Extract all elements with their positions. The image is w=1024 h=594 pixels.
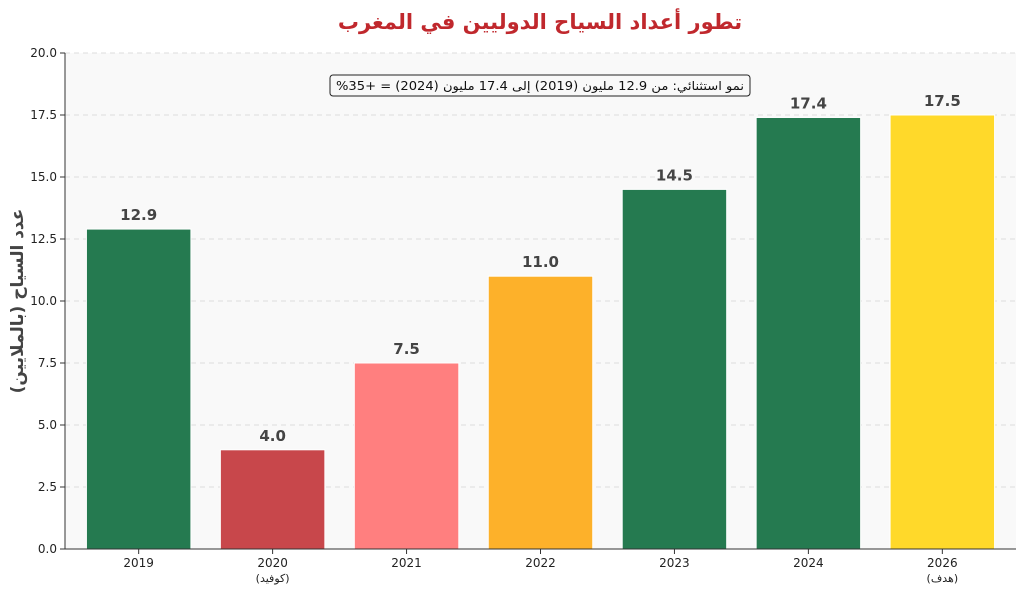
y-axis-label: عدد السياح (بالملايين) <box>8 209 28 394</box>
x-sublabel-2026: (هدف) <box>927 572 959 585</box>
chart-title: تطور أعداد السياح الدوليين في المغرب <box>338 7 742 34</box>
x-tick-label-2021: 2021 <box>391 556 422 570</box>
x-tick-label-2022: 2022 <box>525 556 556 570</box>
y-tick-label: 5.0 <box>38 418 57 432</box>
bar-2019 <box>85 228 192 550</box>
x-tick-label-2019: 2019 <box>123 556 154 570</box>
bar-2026 <box>889 114 996 550</box>
y-tick-label: 7.5 <box>38 356 57 370</box>
y-tick-label: 15.0 <box>30 170 57 184</box>
value-labels: 12.9 4.0 7.5 11.0 14.5 17.4 17.5 <box>120 92 961 445</box>
data-label-2021: 7.5 <box>393 340 420 358</box>
x-tick-label-2020: 2020 <box>257 556 288 570</box>
bar-2021 <box>353 362 460 550</box>
y-tick-label: 10.0 <box>30 294 57 308</box>
y-tick-label: 0.0 <box>38 542 57 556</box>
bar-2023 <box>621 188 728 550</box>
axes: 0.0 2.5 5.0 7.5 10.0 12.5 15.0 17.5 20.0 2019 2020… <box>30 46 1016 585</box>
data-label-2022: 11.0 <box>522 253 559 271</box>
data-label-2024: 17.4 <box>790 94 827 112</box>
data-label-2026: 17.5 <box>924 92 961 110</box>
bar-2022 <box>487 275 594 550</box>
y-tick-label: 17.5 <box>30 108 57 122</box>
x-tick-label-2023: 2023 <box>659 556 690 570</box>
y-tick-label: 2.5 <box>38 480 57 494</box>
y-tick-label: 12.5 <box>30 232 57 246</box>
x-tick-label-2024: 2024 <box>793 556 824 570</box>
annotation-text: نمو استثنائي: من 12.9 مليون (2019) إلى 1… <box>336 79 744 94</box>
x-tick-label-2026: 2026 <box>927 556 958 570</box>
x-sublabel-2020: (كوفيد) <box>256 572 290 585</box>
data-label-2019: 12.9 <box>120 206 157 224</box>
y-tick-label: 20.0 <box>30 46 57 60</box>
annotation-frame <box>329 74 751 97</box>
bar-2024 <box>755 116 862 550</box>
bar-2020 <box>219 449 326 550</box>
annotation-box: نمو استثنائي: من 12.9 مليون (2019) إلى 1… <box>329 74 751 97</box>
data-label-2023: 14.5 <box>656 166 693 184</box>
data-label-2020: 4.0 <box>259 427 286 445</box>
